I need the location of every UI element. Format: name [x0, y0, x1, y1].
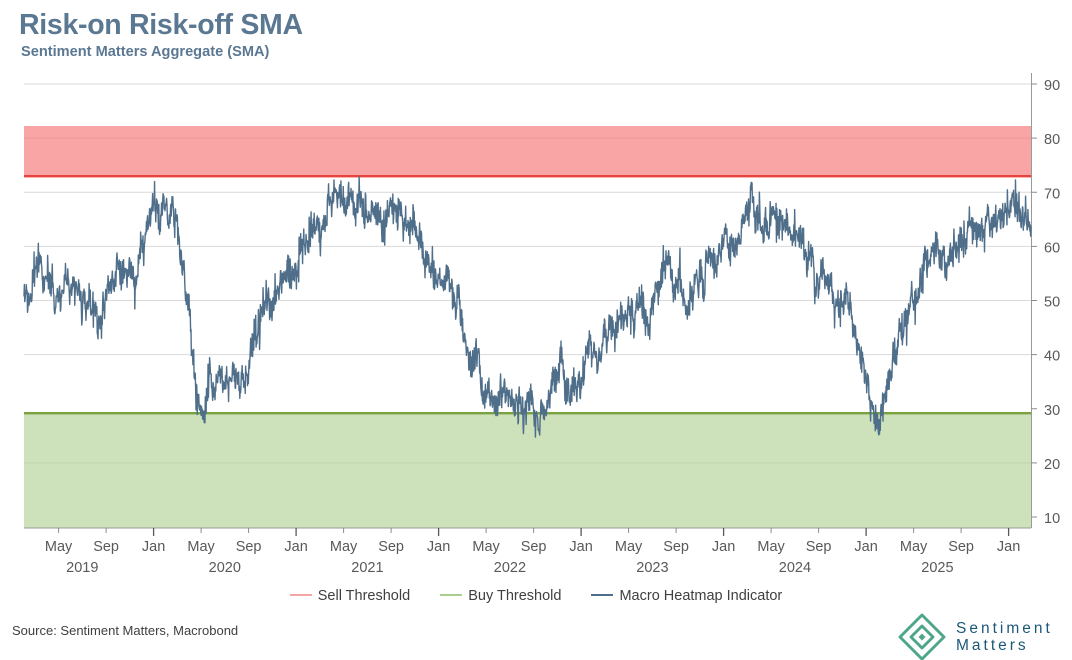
- svg-text:Sep: Sep: [663, 539, 689, 555]
- svg-text:Jan: Jan: [712, 539, 735, 555]
- svg-text:2025: 2025: [921, 560, 953, 576]
- svg-text:2024: 2024: [779, 560, 811, 576]
- svg-text:May: May: [900, 539, 928, 555]
- svg-text:Sep: Sep: [948, 539, 974, 555]
- svg-text:70: 70: [1044, 186, 1060, 202]
- svg-text:60: 60: [1044, 240, 1060, 256]
- svg-text:May: May: [330, 539, 358, 555]
- svg-text:Jan: Jan: [284, 539, 307, 555]
- svg-text:2022: 2022: [494, 560, 526, 576]
- svg-text:80: 80: [1044, 132, 1060, 148]
- svg-text:Jan: Jan: [142, 539, 165, 555]
- svg-text:May: May: [757, 539, 785, 555]
- svg-text:Sep: Sep: [521, 539, 547, 555]
- svg-text:50: 50: [1044, 295, 1060, 311]
- svg-text:Sep: Sep: [806, 539, 832, 555]
- svg-text:2023: 2023: [636, 560, 668, 576]
- svg-text:May: May: [187, 539, 215, 555]
- svg-text:Jan: Jan: [854, 539, 877, 555]
- svg-text:Sep: Sep: [236, 539, 262, 555]
- svg-text:Jan: Jan: [427, 539, 450, 555]
- svg-text:2020: 2020: [209, 560, 241, 576]
- svg-text:Sep: Sep: [378, 539, 404, 555]
- svg-text:20: 20: [1044, 457, 1060, 473]
- svg-text:May: May: [615, 539, 643, 555]
- svg-text:40: 40: [1044, 349, 1060, 365]
- svg-text:May: May: [472, 539, 500, 555]
- svg-text:30: 30: [1044, 403, 1060, 419]
- svg-text:Sep: Sep: [93, 539, 119, 555]
- svg-text:Jan: Jan: [569, 539, 592, 555]
- svg-text:2019: 2019: [66, 560, 98, 576]
- svg-text:2021: 2021: [351, 560, 383, 576]
- svg-text:May: May: [45, 539, 73, 555]
- svg-text:90: 90: [1044, 78, 1060, 94]
- svg-text:10: 10: [1044, 511, 1060, 527]
- svg-text:Jan: Jan: [997, 539, 1020, 555]
